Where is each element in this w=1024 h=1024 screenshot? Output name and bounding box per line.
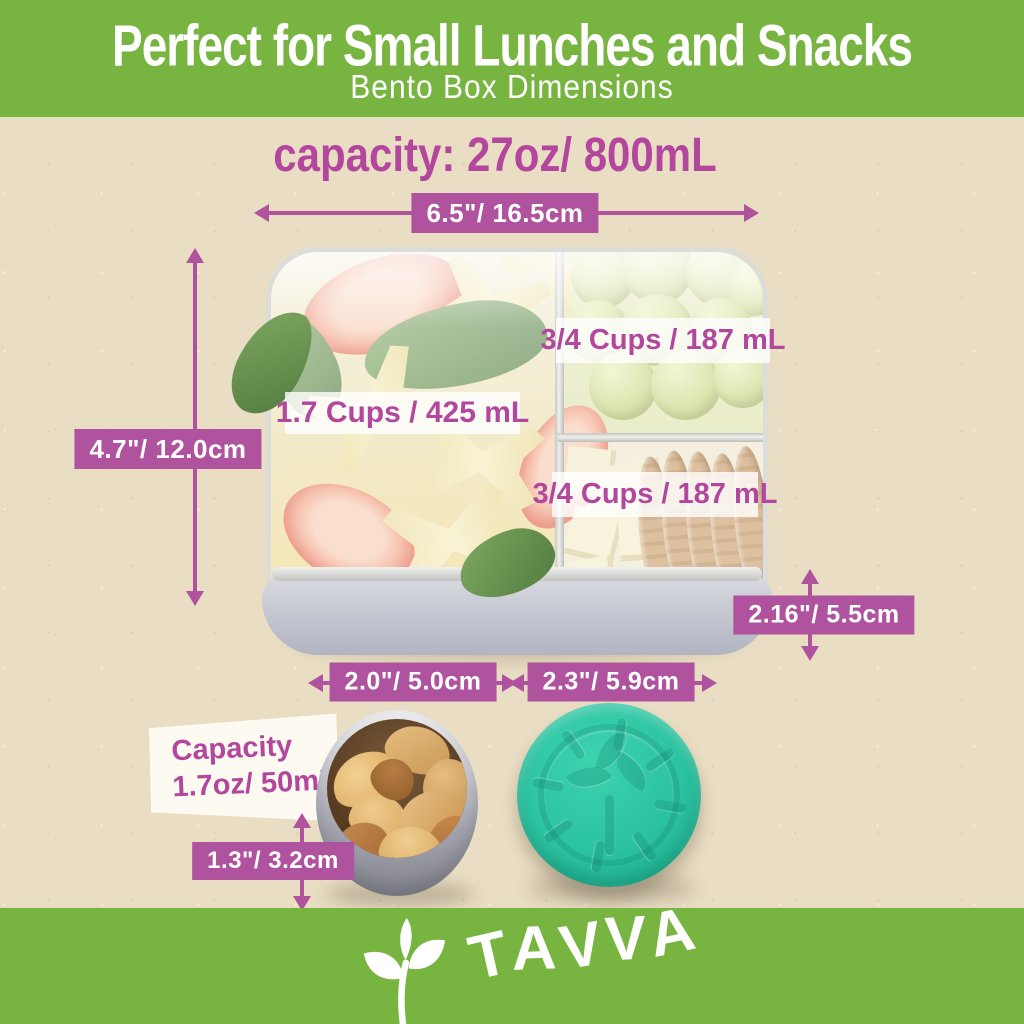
bottom-banner: TAVVA xyxy=(0,893,1024,1024)
box-width-badge: 6.5"/ 16.5cm xyxy=(411,193,599,233)
brand-name: TAVVA xyxy=(462,893,705,994)
sprout-leaf-icon xyxy=(363,918,446,1024)
snack-cup-capacity-flag: Capacity 1.7oz/ 50mL xyxy=(149,714,340,827)
lid-emboss-ring xyxy=(538,724,680,866)
box-depth-badge: 2.16"/ 5.5cm xyxy=(733,595,915,635)
page-title: Perfect for Small Lunches and Snacks xyxy=(112,11,913,79)
lid-width-badge: 2.3"/ 5.9cm xyxy=(527,662,695,702)
main-compartment-label: 1.7 Cups / 425 mL xyxy=(276,392,529,434)
bottom-right-compartment-label: 3/4 Cups / 187 mL xyxy=(533,472,778,517)
lid-leaf-emboss-icon xyxy=(605,795,614,855)
snack-cup-contents xyxy=(327,719,467,858)
snack-cup-capacity-value: 1.7oz/ 50mL xyxy=(171,764,338,804)
box-height-arrow xyxy=(186,248,204,606)
bento-box-photo xyxy=(262,247,772,655)
snack-cup-height-badge: 1.3"/ 3.2cm xyxy=(192,842,354,880)
snack-cup-width-badge: 2.0"/ 5.0cm xyxy=(329,662,497,702)
top-banner: Perfect for Small Lunches and Snacks Ben… xyxy=(0,0,1024,117)
main-area: capacity: 27oz/ 800mL 6.5"/ 16.5cm 4.7"/… xyxy=(0,117,1024,911)
box-height-badge: 4.7"/ 12.0cm xyxy=(74,429,262,469)
total-capacity-text: capacity: 27oz/ 800mL xyxy=(273,127,717,182)
page-subtitle: Bento Box Dimensions xyxy=(350,69,674,106)
teal-lid-photo xyxy=(517,703,701,887)
top-right-compartment-label: 3/4 Cups / 187 mL xyxy=(541,318,786,363)
